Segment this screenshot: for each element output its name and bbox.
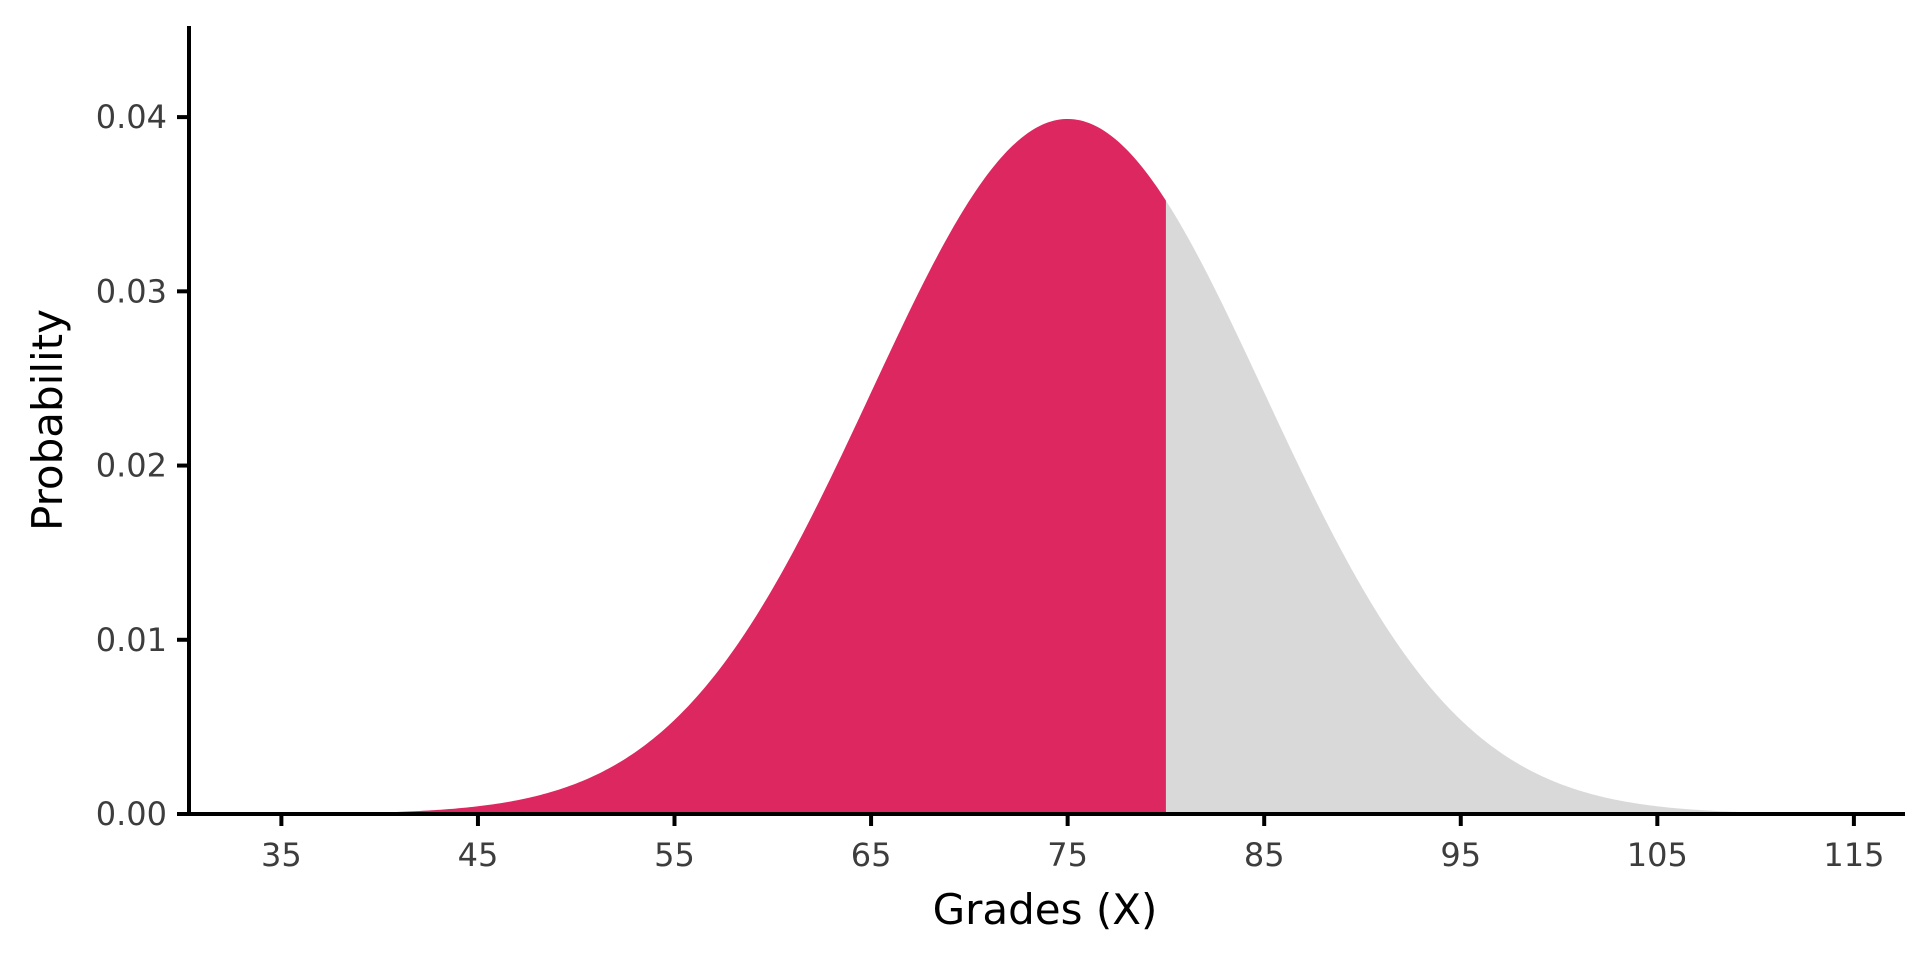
x-axis: 35 45 55 65 75 85 95 105 115 — [187, 812, 1905, 874]
x-tick-label: 105 — [1627, 836, 1688, 874]
x-ticks: 35 45 55 65 75 85 95 105 115 — [261, 814, 1884, 874]
y-tick-label: 0.01 — [96, 621, 167, 659]
y-tick-label: 0.02 — [96, 447, 167, 485]
x-tick-label: 95 — [1440, 836, 1481, 874]
x-axis-title: Grades (X) — [933, 885, 1158, 934]
x-tick-label: 65 — [851, 836, 892, 874]
x-tick-label: 35 — [261, 836, 302, 874]
y-tick-label: 0.04 — [96, 98, 167, 136]
x-tick-label: 115 — [1823, 836, 1884, 874]
y-axis-title: Probability — [23, 309, 72, 531]
y-ticks: 0.00 0.01 0.02 0.03 0.04 — [96, 98, 189, 833]
x-tick-label: 85 — [1244, 836, 1285, 874]
lower-region-area — [281, 118, 1166, 814]
y-tick-label: 0.00 — [96, 795, 167, 833]
density-areas — [281, 118, 1854, 814]
x-tick-label: 75 — [1047, 836, 1088, 874]
y-axis: 0.00 0.01 0.02 0.03 0.04 — [96, 26, 191, 833]
x-tick-label: 55 — [654, 836, 695, 874]
upper-tail-area — [1165, 200, 1854, 814]
y-tick-label: 0.03 — [96, 272, 167, 310]
x-tick-label: 45 — [458, 836, 499, 874]
